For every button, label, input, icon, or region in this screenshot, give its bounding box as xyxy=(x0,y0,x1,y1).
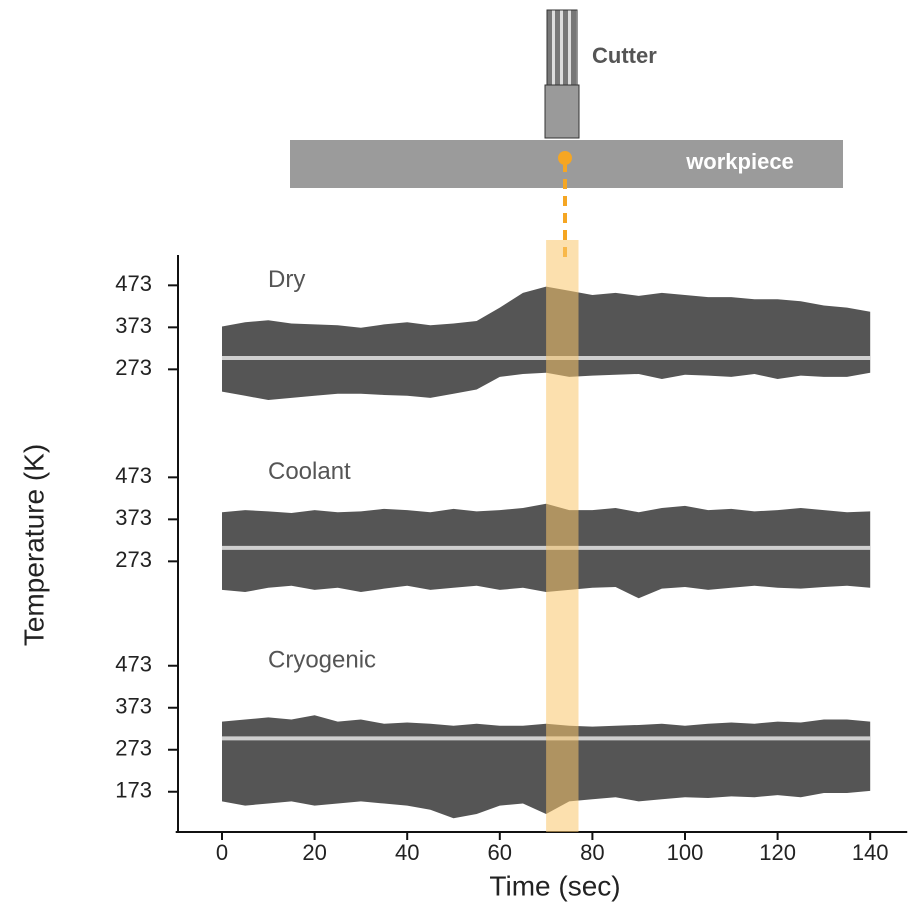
x-tick-label: 60 xyxy=(488,840,512,865)
panel-label: Dry xyxy=(268,266,305,293)
y-tick-label: 473 xyxy=(115,271,152,296)
y-tick-label: 373 xyxy=(115,694,152,719)
x-tick-label: 20 xyxy=(302,840,326,865)
x-tick-label: 120 xyxy=(759,840,796,865)
x-axis-label: Time (sec) xyxy=(489,870,620,901)
figure: Cutter workpiece Temperature (K) Time (s… xyxy=(0,0,909,902)
y-tick-label: 473 xyxy=(115,652,152,677)
y-tick-label: 173 xyxy=(115,778,152,803)
panel-label: Cryogenic xyxy=(268,646,376,673)
y-tick-label: 373 xyxy=(115,505,152,530)
y-tick-label: 273 xyxy=(115,355,152,380)
cutter-shank xyxy=(547,10,577,85)
x-tick-label: 80 xyxy=(580,840,604,865)
y-tick-label: 473 xyxy=(115,463,152,488)
y-tick-label: 373 xyxy=(115,313,152,338)
x-tick-label: 0 xyxy=(216,840,228,865)
x-tick-label: 40 xyxy=(395,840,419,865)
x-tick-label: 100 xyxy=(667,840,704,865)
y-tick-label: 273 xyxy=(115,547,152,572)
highlight-band xyxy=(546,240,578,832)
y-axis-label: Temperature (K) xyxy=(18,444,49,646)
cutter-tip xyxy=(545,85,579,138)
cutter-label: Cutter xyxy=(592,43,657,68)
y-tick-label: 273 xyxy=(115,736,152,761)
panel-label: Coolant xyxy=(268,458,351,485)
x-tick-label: 140 xyxy=(852,840,889,865)
workpiece-label: workpiece xyxy=(685,149,794,174)
